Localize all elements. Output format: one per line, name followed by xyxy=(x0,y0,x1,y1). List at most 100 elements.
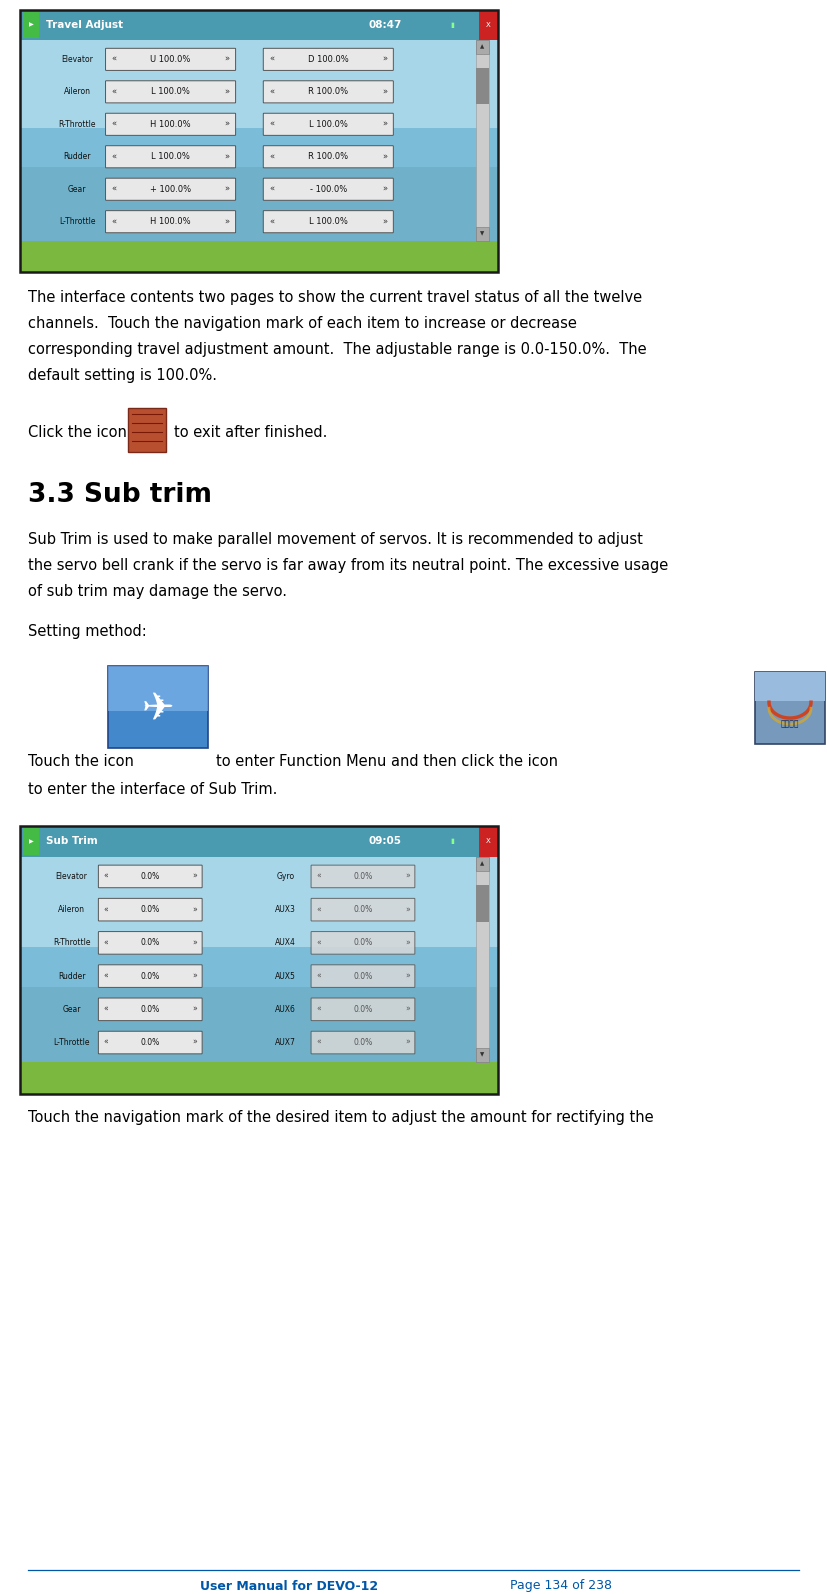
FancyBboxPatch shape xyxy=(106,81,236,104)
Text: Gear: Gear xyxy=(68,185,87,194)
Text: default setting is 100.0%.: default setting is 100.0%. xyxy=(28,368,217,383)
Text: »: » xyxy=(225,217,230,226)
Text: D 100.0%: D 100.0% xyxy=(308,54,349,64)
Text: »: » xyxy=(382,88,387,96)
Bar xyxy=(476,69,489,104)
Text: «: « xyxy=(112,88,117,96)
Text: 0.0%: 0.0% xyxy=(353,939,373,947)
Text: The interface contents two pages to show the current travel status of all the tw: The interface contents two pages to show… xyxy=(28,290,642,304)
FancyBboxPatch shape xyxy=(263,113,394,135)
FancyBboxPatch shape xyxy=(98,866,202,888)
Bar xyxy=(476,858,489,870)
Text: »: » xyxy=(382,185,387,194)
Bar xyxy=(20,826,498,1093)
Text: L 100.0%: L 100.0% xyxy=(151,153,190,161)
FancyBboxPatch shape xyxy=(98,998,202,1020)
Text: »: » xyxy=(405,1038,409,1047)
Text: «: « xyxy=(270,120,275,129)
FancyBboxPatch shape xyxy=(311,998,415,1020)
Text: Sub Trim: Sub Trim xyxy=(46,837,98,846)
Text: to enter Function Menu and then click the icon: to enter Function Menu and then click th… xyxy=(216,754,558,768)
Text: of sub trim may damage the servo.: of sub trim may damage the servo. xyxy=(28,583,287,599)
Text: 0.0%: 0.0% xyxy=(353,872,373,881)
Text: X: X xyxy=(486,22,491,29)
Text: ▮: ▮ xyxy=(451,838,455,845)
Text: to enter the interface of Sub Trim.: to enter the interface of Sub Trim. xyxy=(28,783,277,797)
Text: ▮: ▮ xyxy=(451,22,455,29)
Text: 3.3 Sub trim: 3.3 Sub trim xyxy=(28,481,212,508)
Bar xyxy=(476,1047,489,1062)
Text: L 100.0%: L 100.0% xyxy=(151,88,190,96)
Bar xyxy=(476,885,489,921)
Text: «: « xyxy=(316,939,321,947)
Text: Travel Adjust: Travel Adjust xyxy=(46,21,123,30)
Bar xyxy=(476,40,489,54)
Text: Gear: Gear xyxy=(62,1004,81,1014)
Text: Page 134 of 238: Page 134 of 238 xyxy=(510,1580,612,1592)
Text: Aileron: Aileron xyxy=(58,905,85,913)
Bar xyxy=(20,826,498,947)
Text: AUX4: AUX4 xyxy=(275,939,296,947)
Text: »: » xyxy=(225,54,230,64)
Text: L-Throttle: L-Throttle xyxy=(54,1038,90,1047)
Text: »: » xyxy=(192,1038,197,1047)
Text: Elevator: Elevator xyxy=(61,54,93,64)
Text: «: « xyxy=(103,972,108,980)
Text: 0.0%: 0.0% xyxy=(141,872,160,881)
Text: Click the icon: Click the icon xyxy=(28,424,127,440)
Text: Sub Trim is used to make parallel movement of servos. It is recommended to adjus: Sub Trim is used to make parallel moveme… xyxy=(28,532,643,547)
Text: »: » xyxy=(192,972,197,980)
Text: U 100.0%: U 100.0% xyxy=(151,54,191,64)
Bar xyxy=(128,408,166,453)
Text: L 100.0%: L 100.0% xyxy=(308,120,347,129)
Bar xyxy=(20,10,498,128)
Text: »: » xyxy=(225,185,230,194)
Text: AUX5: AUX5 xyxy=(275,972,296,980)
Text: corresponding travel adjustment amount.  The adjustable range is 0.0-150.0%.  Th: corresponding travel adjustment amount. … xyxy=(28,343,647,357)
Text: 帮助微调: 帮助微调 xyxy=(781,719,799,728)
Text: 0.0%: 0.0% xyxy=(353,905,373,913)
Text: «: « xyxy=(316,972,321,980)
Bar xyxy=(20,826,498,858)
Text: 0.0%: 0.0% xyxy=(141,972,160,980)
Bar xyxy=(479,10,498,40)
Text: 0.0%: 0.0% xyxy=(141,905,160,913)
Text: 0.0%: 0.0% xyxy=(141,1004,160,1014)
Text: 0.0%: 0.0% xyxy=(141,939,160,947)
Text: «: « xyxy=(270,217,275,226)
Text: ▶: ▶ xyxy=(29,22,33,27)
Text: »: » xyxy=(405,905,409,913)
FancyBboxPatch shape xyxy=(98,899,202,921)
Bar xyxy=(108,666,208,748)
Text: «: « xyxy=(103,905,108,913)
Text: - 100.0%: - 100.0% xyxy=(309,185,347,194)
Text: channels.  Touch the navigation mark of each item to increase or decrease: channels. Touch the navigation mark of e… xyxy=(28,316,577,332)
Text: Setting method:: Setting method: xyxy=(28,623,146,639)
Text: ▲: ▲ xyxy=(480,861,485,866)
Text: Elevator: Elevator xyxy=(55,872,88,881)
Bar xyxy=(20,10,498,40)
Text: »: » xyxy=(405,872,409,881)
FancyBboxPatch shape xyxy=(311,931,415,955)
Text: «: « xyxy=(270,88,275,96)
FancyBboxPatch shape xyxy=(311,1031,415,1054)
Text: »: » xyxy=(382,153,387,161)
Text: AUX3: AUX3 xyxy=(275,905,296,913)
Text: «: « xyxy=(316,905,321,913)
Text: «: « xyxy=(316,1004,321,1014)
Text: «: « xyxy=(103,1004,108,1014)
Text: »: » xyxy=(382,54,387,64)
Text: R-Throttle: R-Throttle xyxy=(53,939,90,947)
Text: Aileron: Aileron xyxy=(64,88,91,96)
Text: «: « xyxy=(270,153,275,161)
Text: R-Throttle: R-Throttle xyxy=(59,120,96,129)
Text: »: » xyxy=(382,217,387,226)
FancyBboxPatch shape xyxy=(263,81,394,104)
FancyBboxPatch shape xyxy=(106,48,236,70)
Text: «: « xyxy=(112,185,117,194)
FancyBboxPatch shape xyxy=(263,210,394,233)
Text: Touch the icon: Touch the icon xyxy=(28,754,134,768)
Text: ▲: ▲ xyxy=(480,45,485,49)
Bar xyxy=(476,226,489,241)
Text: 0.0%: 0.0% xyxy=(353,1038,373,1047)
